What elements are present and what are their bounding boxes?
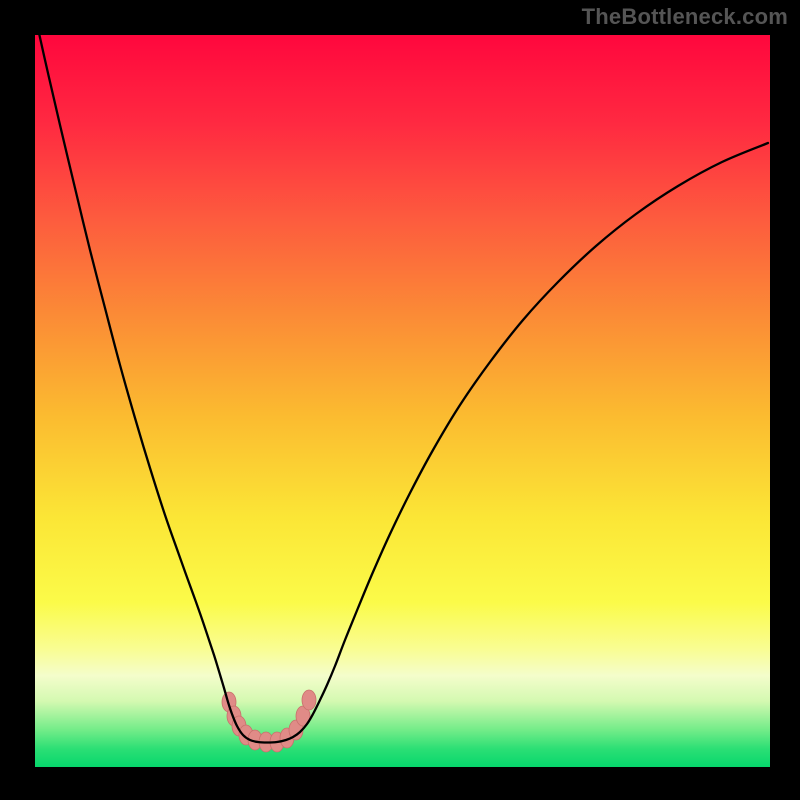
watermark-text: TheBottleneck.com xyxy=(582,4,788,30)
chart-frame: TheBottleneck.com xyxy=(0,0,800,800)
plot-background xyxy=(35,35,770,767)
bottleneck-curve-chart xyxy=(0,0,800,800)
marker-point xyxy=(302,690,316,710)
